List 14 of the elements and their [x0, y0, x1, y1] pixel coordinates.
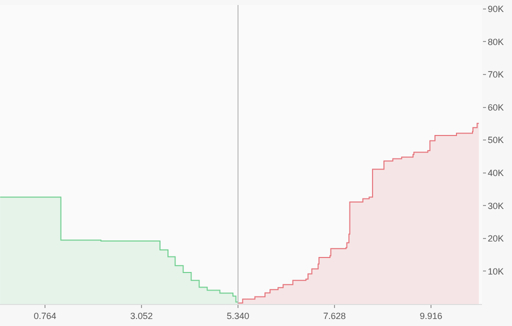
x-tick-label: 0.764	[34, 310, 56, 321]
y-tick-label: 90K	[488, 4, 504, 14]
y-tick-label: 50K	[488, 135, 504, 146]
y-tick-label: 30K	[488, 200, 504, 211]
y-tick-label: 60K	[488, 102, 504, 112]
y-tick-label: 70K	[488, 70, 504, 80]
y-tick-label: 10K	[488, 266, 504, 276]
x-tick-label: 7.628	[323, 310, 346, 321]
x-tick-label: 9.916	[420, 310, 442, 321]
y-tick-label: 20K	[488, 234, 504, 244]
x-tick-label: 5.340	[226, 310, 250, 321]
y-tick-label: 80K	[488, 36, 504, 47]
x-tick-label: 3.052	[130, 310, 153, 321]
y-tick-label: 40K	[488, 168, 504, 178]
